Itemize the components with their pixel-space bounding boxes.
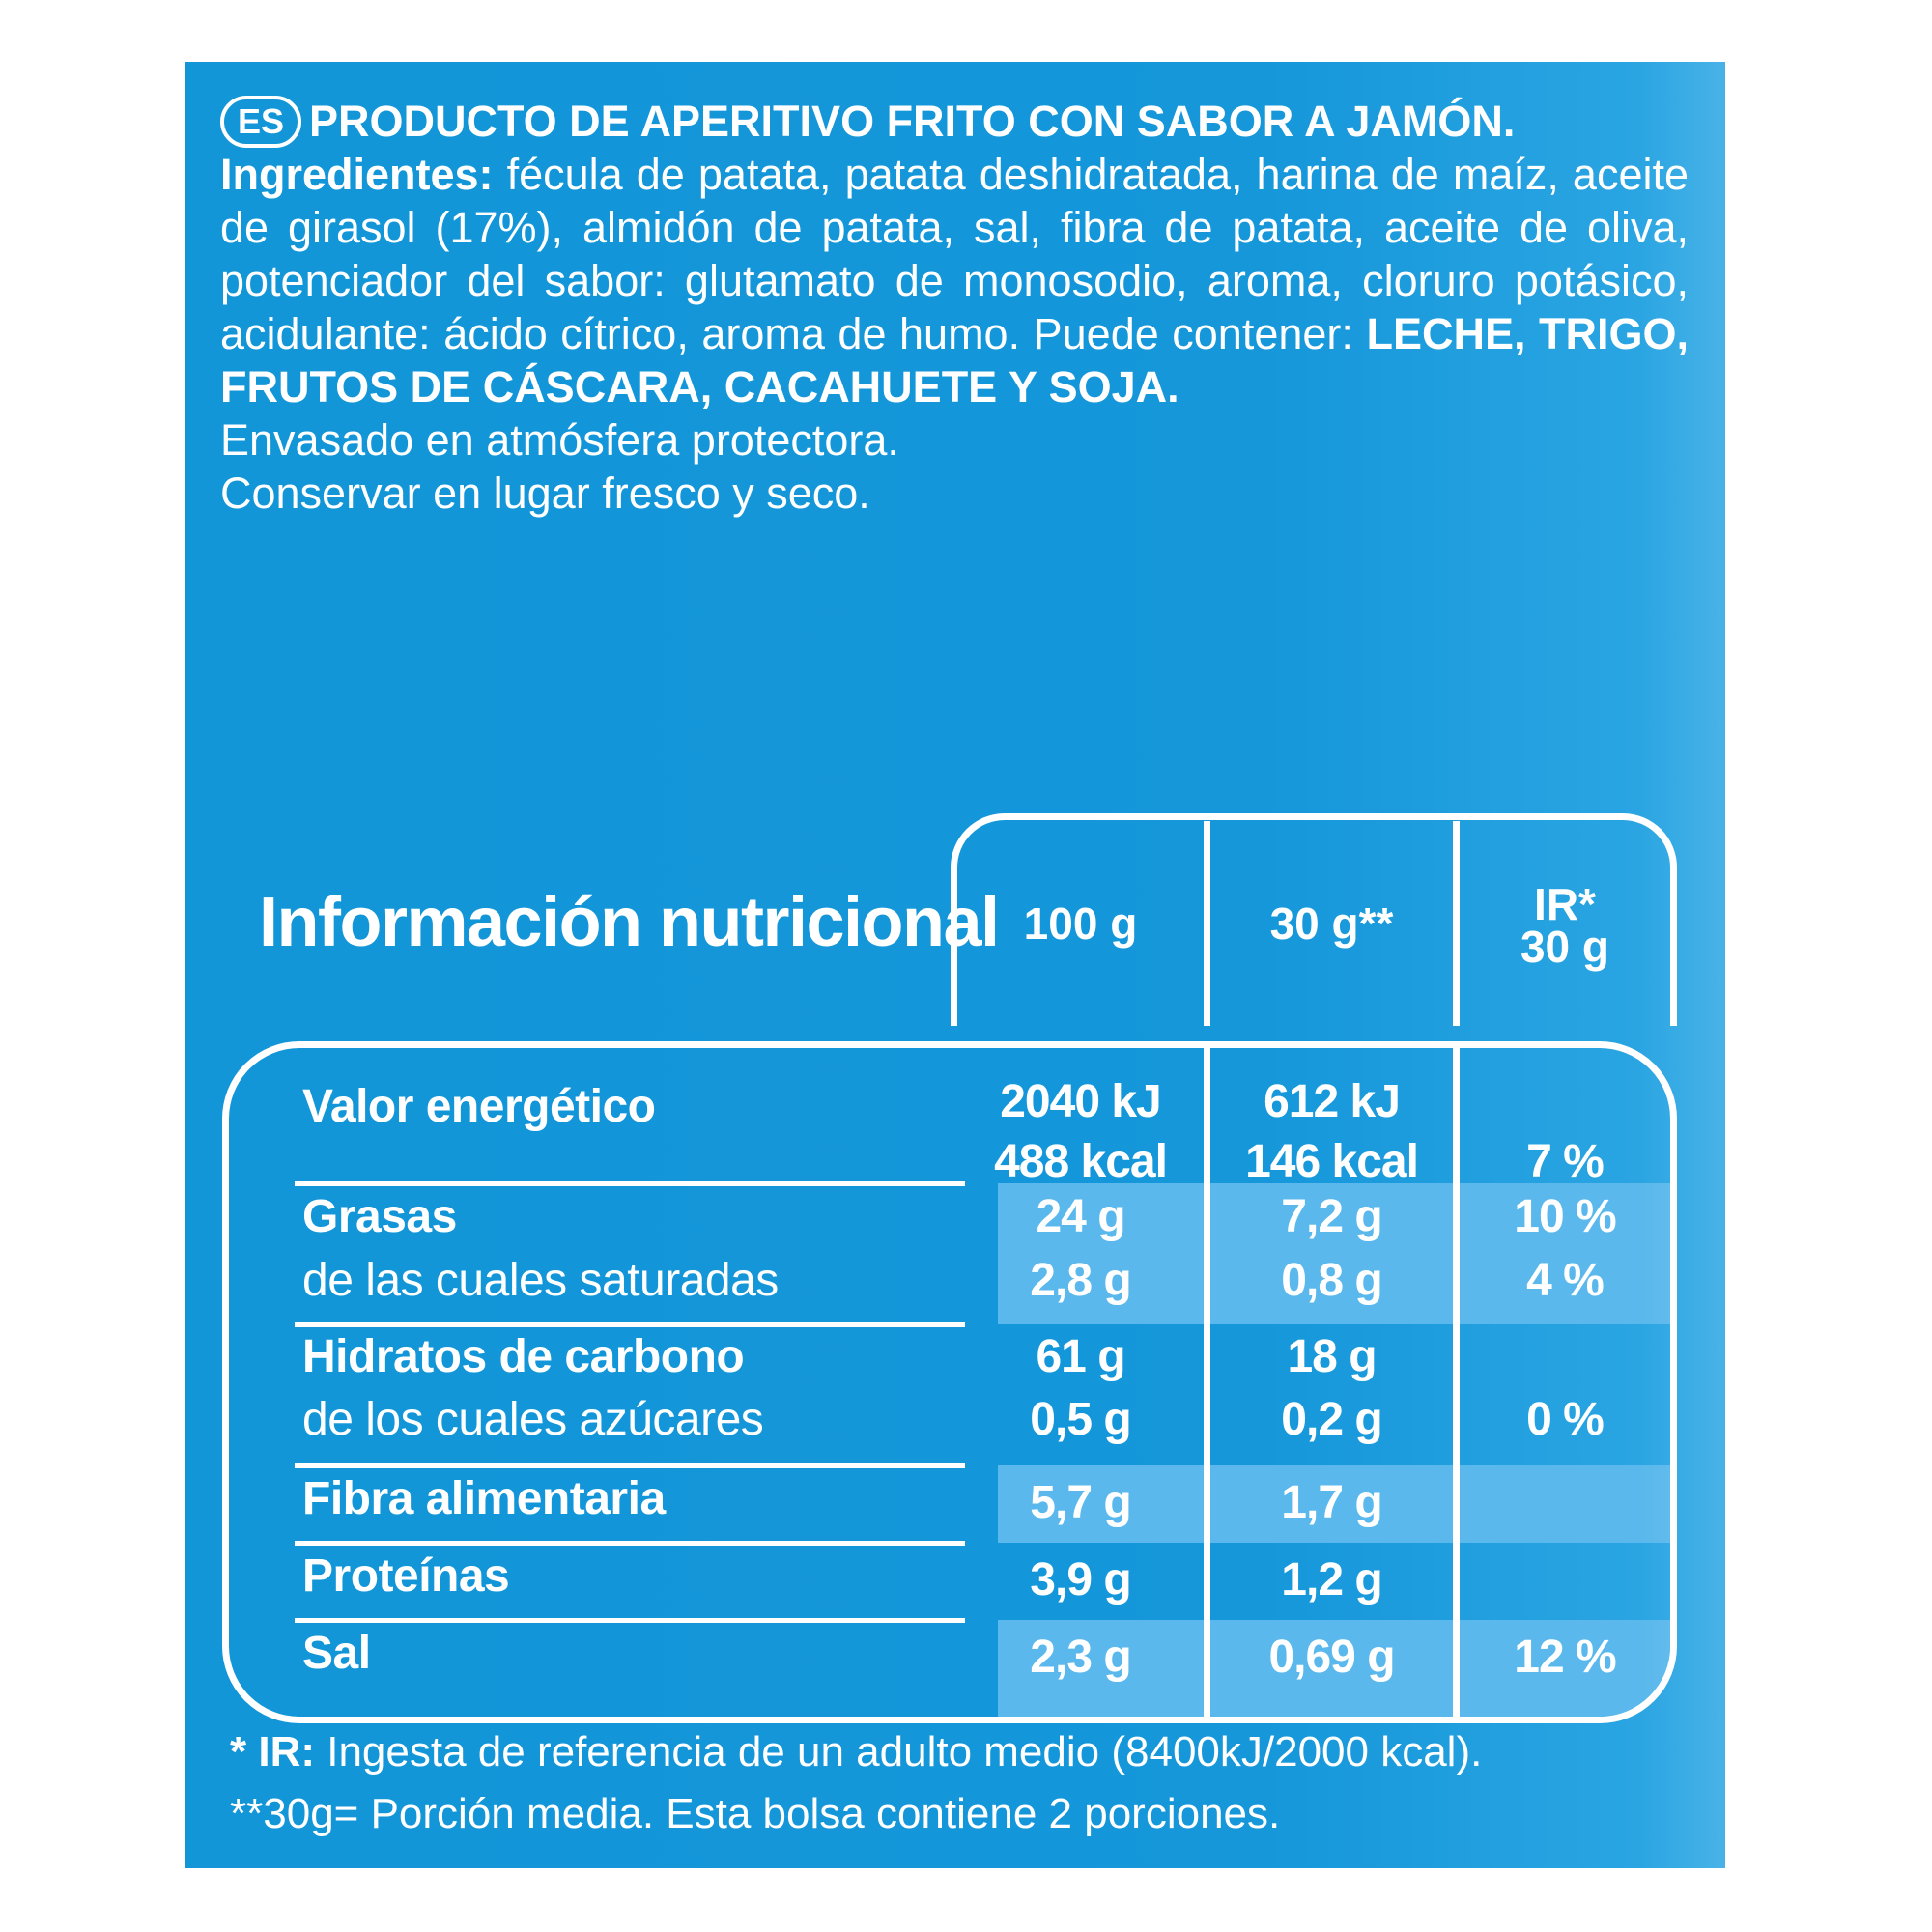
fiber-per100: 5,7 g (1030, 1477, 1131, 1528)
salt-per30: 0,69 g (1268, 1632, 1395, 1683)
body-divider-1 (1204, 1048, 1210, 1717)
saturated-ir: 4 % (1526, 1255, 1605, 1306)
packaging-note: Envasado en atmósfera protectora. (220, 415, 899, 465)
column-per30: 30 g** (1269, 898, 1394, 949)
sugars-ir: 0 % (1526, 1394, 1605, 1445)
footnote-ir: * IR: Ingesta de referencia de un adulto… (230, 1721, 1482, 1783)
salt-per100: 2,3 g (1030, 1632, 1131, 1683)
row-divider-2 (295, 1322, 965, 1327)
header-divider-2 (1453, 821, 1460, 1026)
protein-per30: 1,2 g (1281, 1554, 1382, 1605)
saturated-per30: 0,8 g (1281, 1255, 1382, 1306)
saturated-per100: 2,8 g (1030, 1255, 1131, 1306)
fat-label: Grasas (302, 1191, 457, 1242)
column-ir-top: IR* (1534, 879, 1596, 929)
nutrition-table: Información nutricional 100 g 30 g** IR*… (185, 806, 1725, 1733)
saturated-label: de las cuales saturadas (302, 1255, 779, 1306)
ingredients-label: Ingredientes: (220, 150, 494, 199)
product-heading: ES PRODUCTO DE APERITIVO FRITO CON SABOR… (220, 95, 1689, 148)
footnotes: * IR: Ingesta de referencia de un adulto… (230, 1721, 1482, 1845)
carbs-per100: 61 g (1036, 1331, 1125, 1382)
column-header-box (951, 813, 1677, 1026)
language-badge: ES (220, 95, 301, 148)
footnote-portion: **30g= Porción media. Esta bolsa contien… (230, 1790, 1281, 1837)
allergens: LECHE, TRIGO, FRUTOS DE CÁSCARA, CACAHUE… (220, 309, 1689, 412)
energy-per30-kj: 612 kJ (1264, 1076, 1401, 1127)
product-name: PRODUCTO DE APERITIVO FRITO CON SABOR A … (309, 97, 1516, 146)
energy-per100-kcal: 488 kcal (994, 1136, 1168, 1187)
header-divider-1 (1204, 821, 1210, 1026)
ingredients-list: fécula de patata, patata deshidratada, h… (220, 150, 1689, 358)
label-panel: ES PRODUCTO DE APERITIVO FRITO CON SABOR… (185, 62, 1725, 1868)
band-fiber (998, 1465, 1670, 1543)
storage-note: Conservar en lugar fresco y seco. (220, 469, 870, 518)
row-divider-1 (295, 1181, 965, 1186)
row-divider-3 (295, 1463, 965, 1468)
band-salt (998, 1620, 1670, 1717)
fat-ir: 10 % (1514, 1191, 1616, 1242)
fat-per30: 7,2 g (1281, 1191, 1382, 1242)
nutrition-title: Información nutricional (259, 884, 1000, 961)
energy-ir: 7 % (1526, 1136, 1605, 1187)
ingredients-text: Ingredientes: fécula de patata, patata d… (220, 148, 1689, 413)
column-ir-bottom: 30 g (1520, 922, 1610, 972)
row-divider-5 (295, 1618, 965, 1623)
sugars-per30: 0,2 g (1281, 1394, 1382, 1445)
column-per100: 100 g (1023, 898, 1138, 949)
energy-per30-kcal: 146 kcal (1245, 1136, 1419, 1187)
energy-per100-kj: 2040 kJ (1000, 1076, 1162, 1127)
energy-label: Valor energético (302, 1081, 656, 1132)
sugars-per100: 0,5 g (1030, 1394, 1131, 1445)
fiber-per30: 1,7 g (1281, 1477, 1382, 1528)
fiber-label: Fibra alimentaria (302, 1473, 666, 1524)
row-divider-4 (295, 1541, 965, 1546)
ingredients-block: ES PRODUCTO DE APERITIVO FRITO CON SABOR… (220, 95, 1689, 520)
band-fat (998, 1183, 1670, 1324)
body-divider-2 (1453, 1048, 1460, 1717)
protein-per100: 3,9 g (1030, 1554, 1131, 1605)
salt-label: Sal (302, 1628, 371, 1679)
footnote-ir-text: Ingesta de referencia de un adulto medio… (327, 1728, 1483, 1776)
salt-ir: 12 % (1514, 1632, 1616, 1683)
carbs-per30: 18 g (1287, 1331, 1377, 1382)
carbs-label: Hidratos de carbono (302, 1331, 745, 1382)
footnote-ir-mark: * IR: (230, 1728, 315, 1776)
nutrition-body-box: Valor energético 2040 kJ 488 kcal 612 kJ… (222, 1041, 1677, 1723)
protein-label: Proteínas (302, 1550, 510, 1602)
fat-per100: 24 g (1036, 1191, 1125, 1242)
sugars-label: de los cuales azúcares (302, 1394, 764, 1445)
